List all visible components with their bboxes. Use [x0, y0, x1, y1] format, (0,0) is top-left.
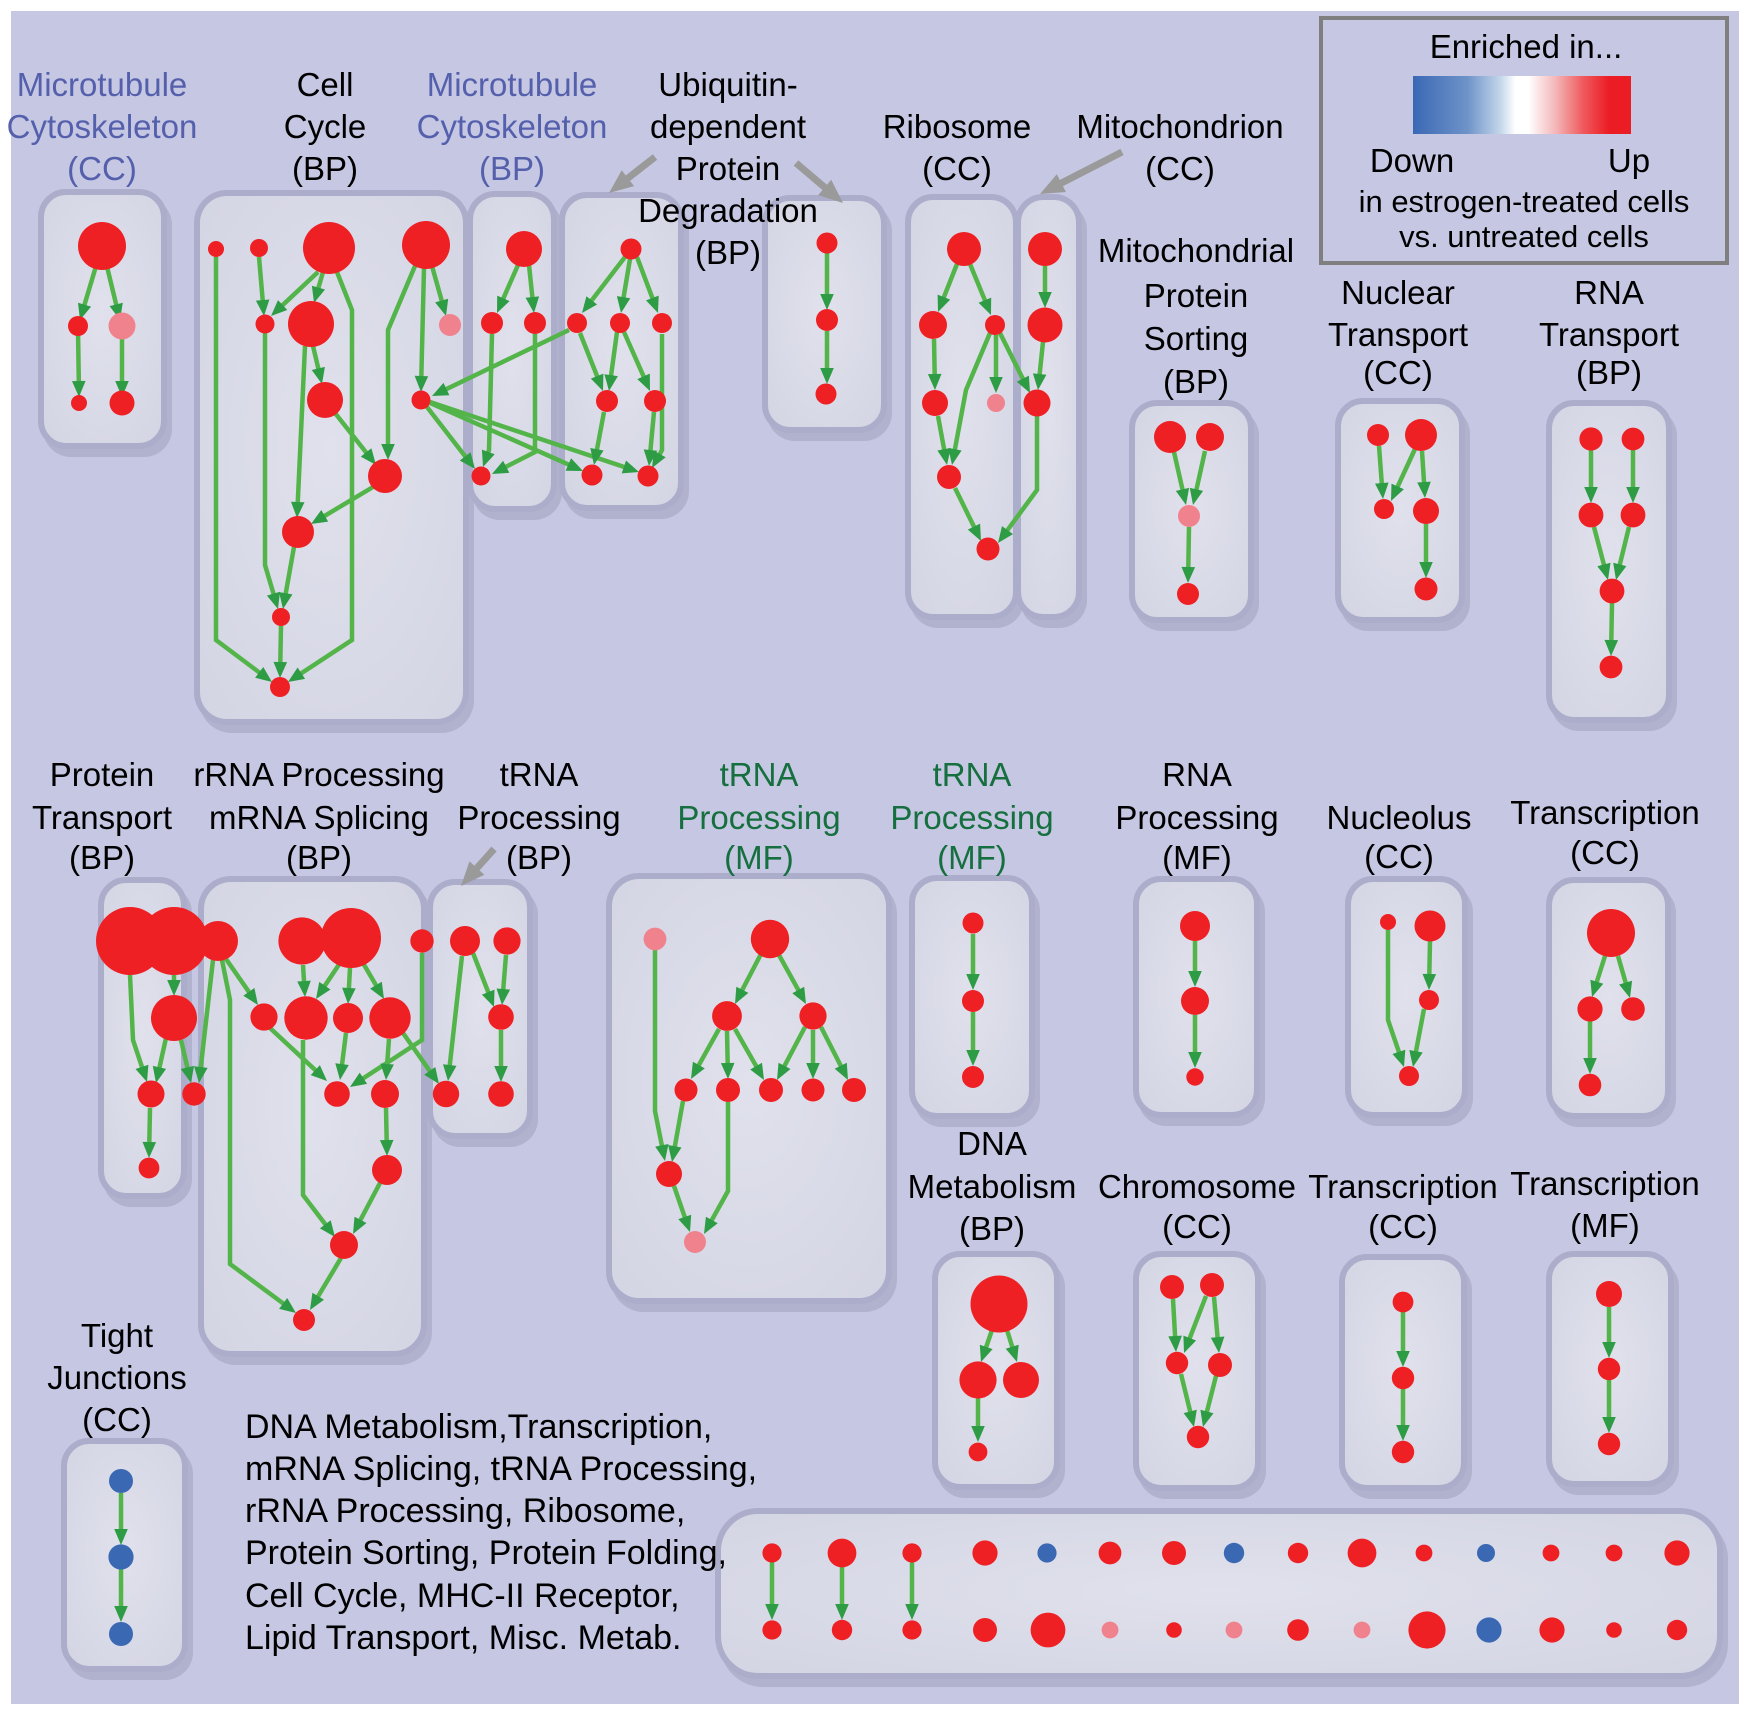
svg-text:(BP): (BP) — [479, 150, 545, 187]
svg-text:Cycle: Cycle — [284, 108, 367, 145]
svg-text:Transcription: Transcription — [1510, 794, 1700, 831]
svg-text:(CC): (CC) — [1570, 834, 1640, 871]
svg-text:(CC): (CC) — [922, 150, 992, 187]
svg-text:Transcription: Transcription — [1308, 1168, 1498, 1205]
svg-text:Transport: Transport — [1539, 316, 1679, 353]
svg-text:Chromosome: Chromosome — [1098, 1168, 1296, 1205]
svg-text:DNA: DNA — [957, 1125, 1027, 1162]
svg-text:mRNA Splicing, tRNA Processing: mRNA Splicing, tRNA Processing, — [245, 1450, 757, 1488]
svg-text:Transcription: Transcription — [1510, 1165, 1700, 1202]
svg-text:(CC): (CC) — [1364, 838, 1434, 875]
svg-text:Tight: Tight — [81, 1317, 153, 1354]
svg-text:(BP): (BP) — [959, 1210, 1025, 1247]
svg-text:(CC): (CC) — [1145, 150, 1215, 187]
svg-text:Metabolism: Metabolism — [908, 1168, 1077, 1205]
svg-text:DNA Metabolism,Transcription,: DNA Metabolism,Transcription, — [245, 1408, 712, 1446]
svg-text:Processing: Processing — [677, 799, 840, 836]
svg-text:dependent: dependent — [650, 108, 806, 145]
svg-text:Processing: Processing — [890, 799, 1053, 836]
svg-text:Ubiquitin-: Ubiquitin- — [658, 66, 797, 103]
svg-text:Cell: Cell — [297, 66, 354, 103]
svg-text:Cytoskeleton: Cytoskeleton — [417, 108, 608, 145]
svg-text:(BP): (BP) — [1163, 363, 1229, 400]
svg-text:(CC): (CC) — [67, 150, 137, 187]
svg-text:(MF): (MF) — [1162, 839, 1232, 876]
svg-text:Protein: Protein — [1144, 277, 1249, 314]
svg-text:Microtubule: Microtubule — [17, 66, 188, 103]
svg-text:Degradation: Degradation — [638, 192, 818, 229]
svg-text:(CC): (CC) — [1162, 1208, 1232, 1245]
svg-text:Sorting: Sorting — [1144, 320, 1249, 357]
svg-text:(CC): (CC) — [1368, 1208, 1438, 1245]
svg-text:in estrogen-treated cells: in estrogen-treated cells — [1359, 184, 1690, 219]
svg-text:tRNA: tRNA — [933, 756, 1012, 793]
svg-text:RNA: RNA — [1162, 756, 1232, 793]
svg-text:Junctions: Junctions — [47, 1359, 186, 1396]
svg-text:Lipid Transport, Misc. Metab.: Lipid Transport, Misc. Metab. — [245, 1619, 682, 1657]
svg-text:Cell Cycle, MHC-II Receptor,: Cell Cycle, MHC-II Receptor, — [245, 1577, 680, 1615]
svg-text:Mitochondrion: Mitochondrion — [1076, 108, 1283, 145]
svg-text:tRNA: tRNA — [500, 756, 579, 793]
svg-text:Nucleolus: Nucleolus — [1327, 799, 1472, 836]
svg-text:(MF): (MF) — [937, 839, 1007, 876]
svg-text:tRNA: tRNA — [720, 756, 799, 793]
svg-text:Up: Up — [1608, 142, 1650, 179]
svg-text:Processing: Processing — [457, 799, 620, 836]
svg-text:Protein: Protein — [50, 756, 155, 793]
svg-text:Enriched in...: Enriched in... — [1430, 28, 1623, 65]
svg-text:Protein: Protein — [676, 150, 781, 187]
svg-text:(BP): (BP) — [506, 839, 572, 876]
svg-text:(MF): (MF) — [1570, 1207, 1640, 1244]
svg-text:(CC): (CC) — [1363, 354, 1433, 391]
svg-text:vs. untreated cells: vs. untreated cells — [1399, 219, 1649, 254]
svg-text:Down: Down — [1370, 142, 1454, 179]
svg-text:Transport: Transport — [1328, 316, 1468, 353]
svg-text:rRNA Processing: rRNA Processing — [193, 756, 444, 793]
svg-text:Processing: Processing — [1115, 799, 1278, 836]
svg-text:(BP): (BP) — [292, 150, 358, 187]
svg-text:Microtubule: Microtubule — [427, 66, 598, 103]
svg-text:RNA: RNA — [1574, 274, 1644, 311]
svg-text:(BP): (BP) — [1576, 354, 1642, 391]
svg-text:Cytoskeleton: Cytoskeleton — [7, 108, 198, 145]
svg-text:Ribosome: Ribosome — [883, 108, 1032, 145]
svg-text:Nuclear: Nuclear — [1341, 274, 1455, 311]
svg-text:(CC): (CC) — [82, 1401, 152, 1438]
svg-text:Transport: Transport — [32, 799, 172, 836]
svg-text:rRNA Processing, Ribosome,: rRNA Processing, Ribosome, — [245, 1492, 685, 1530]
svg-text:Protein Sorting, Protein Foldi: Protein Sorting, Protein Folding, — [245, 1534, 727, 1572]
svg-text:Mitochondrial: Mitochondrial — [1098, 232, 1294, 269]
svg-text:(MF): (MF) — [724, 839, 794, 876]
svg-text:(BP): (BP) — [286, 839, 352, 876]
svg-text:mRNA Splicing: mRNA Splicing — [209, 799, 429, 836]
svg-text:(BP): (BP) — [695, 234, 761, 271]
svg-text:(BP): (BP) — [69, 839, 135, 876]
